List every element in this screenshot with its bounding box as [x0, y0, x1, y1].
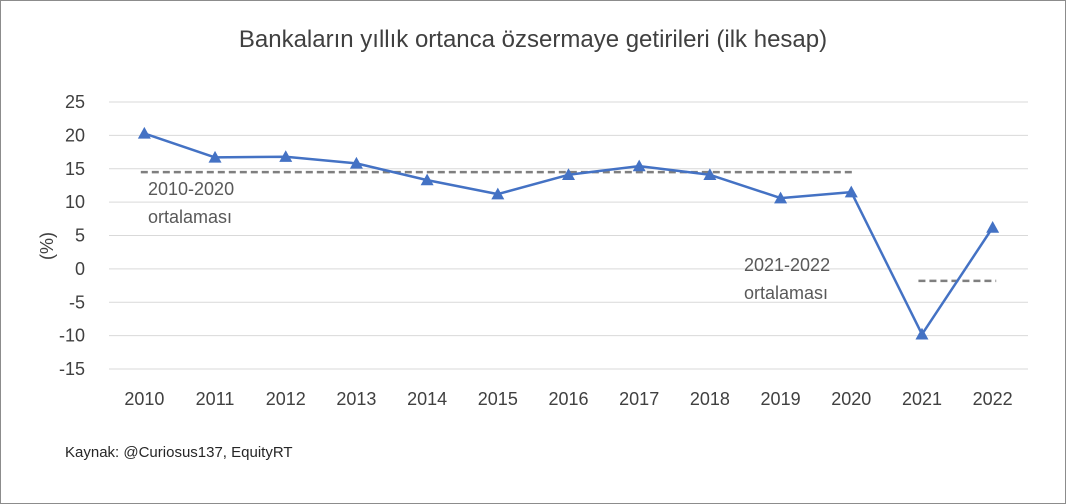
- data-point-marker: [137, 126, 151, 139]
- ref-label-2010-2020-line2: ortalaması: [148, 207, 232, 227]
- x-tick-label: 2020: [831, 389, 871, 409]
- data-point-marker: [279, 150, 293, 162]
- chart-title: Bankaların yıllık ortanca özsermaye geti…: [239, 26, 827, 53]
- x-tick-label: 2016: [548, 389, 588, 409]
- x-tick-label: 2019: [761, 389, 801, 409]
- data-point-marker: [844, 185, 858, 198]
- x-tick-label: 2015: [478, 389, 518, 409]
- ref-label-2010-2020-line1: 2010-2020: [148, 179, 234, 199]
- x-axis-ticks: 2010 2011 2012 2013 2014 2015 2016 2017 2018 2019…: [124, 389, 1012, 409]
- x-tick-label: 2010: [124, 389, 164, 409]
- x-tick-label: 2022: [973, 389, 1013, 409]
- data-point-marker: [986, 220, 1000, 233]
- x-tick-label: 2018: [690, 389, 730, 409]
- y-tick-label: -5: [69, 292, 85, 312]
- series-line: [143, 132, 994, 336]
- x-tick-label: 2013: [336, 389, 376, 409]
- y-tick-label: -10: [59, 326, 85, 346]
- y-axis-label: (%): [37, 232, 57, 260]
- data-point-marker: [349, 156, 363, 169]
- x-tick-label: 2021: [902, 389, 942, 409]
- data-point-marker: [420, 173, 434, 186]
- source-note: Kaynak: @Curiosus137, EquityRT: [65, 444, 293, 461]
- y-tick-label: 25: [65, 92, 85, 112]
- data-point-marker: [915, 327, 929, 340]
- data-point-marker: [562, 168, 575, 180]
- ref-label-2021-2022-line2: ortalaması: [744, 283, 828, 303]
- grid: [109, 101, 1028, 370]
- series: [137, 126, 1000, 340]
- x-tick-label: 2012: [266, 389, 306, 409]
- y-tick-label: 5: [75, 226, 85, 246]
- y-tick-label: -15: [59, 359, 85, 379]
- ref-label-2021-2022-line1: 2021-2022: [744, 255, 830, 275]
- data-point-marker: [774, 191, 788, 204]
- data-point-marker: [632, 159, 646, 172]
- y-tick-label: 15: [65, 159, 85, 179]
- data-point-marker: [491, 187, 505, 200]
- x-tick-label: 2014: [407, 389, 447, 409]
- y-axis-ticks: 25 20 15 10 5 0 -5 -10 -15: [59, 92, 85, 379]
- y-tick-label: 20: [65, 125, 85, 145]
- y-tick-label: 10: [65, 192, 85, 212]
- x-tick-label: 2017: [619, 389, 659, 409]
- data-point-marker: [703, 168, 717, 180]
- y-tick-label: 0: [75, 259, 85, 279]
- data-point-marker: [208, 150, 222, 163]
- x-tick-label: 2011: [196, 389, 235, 409]
